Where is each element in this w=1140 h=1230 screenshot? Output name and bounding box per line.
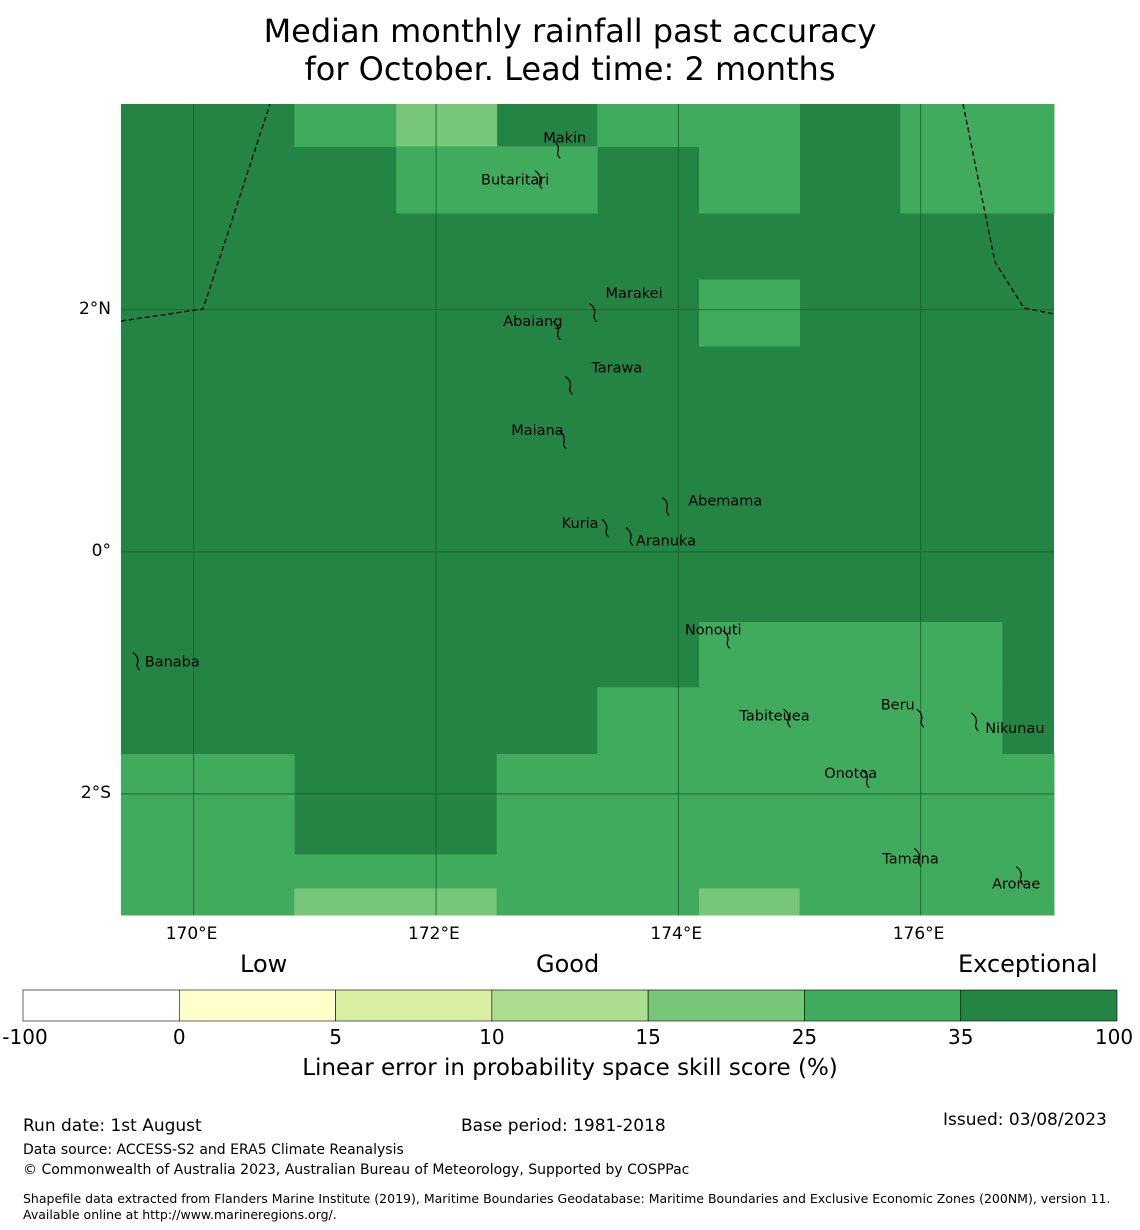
island-outline [601, 518, 610, 538]
island-label: Beru [881, 697, 915, 713]
run-date: Run date: 1st August [23, 1116, 202, 1136]
island-label: Nonouti [685, 623, 742, 639]
island-label: Makin [543, 130, 586, 146]
eez-boundary-west [120, 103, 271, 322]
island-label: Abaiang [503, 314, 562, 330]
skill-cell [698, 622, 1003, 688]
island-outline [534, 170, 543, 190]
colorbar-label: Linear error in probability space skill … [302, 1055, 838, 1081]
colorbar-segment [804, 989, 962, 1022]
colorbar-tick-label: 0 [172, 1025, 186, 1049]
longitude-tick-label: 176°E [892, 924, 945, 944]
colorbar-tick-label: 35 [947, 1025, 974, 1049]
island-label: Tarawa [590, 360, 642, 376]
island-outline [589, 303, 597, 323]
skill-cell [597, 104, 801, 147]
island-label: Maiana [511, 423, 563, 439]
skill-map: Makin Butaritari Marakei Abaiang Tarawa Maian… [120, 103, 1055, 916]
island-outline [970, 712, 979, 732]
island-outline [661, 496, 670, 516]
island-outline [916, 708, 925, 728]
skill-cell [294, 888, 498, 916]
copyright: © Commonwealth of Australia 2023, Austra… [23, 1162, 690, 1178]
colorbar-category-low: Low [240, 950, 288, 978]
island-label: Tamana [881, 851, 938, 867]
island-outline [564, 375, 573, 395]
island-label: Nikunau [985, 721, 1044, 737]
skill-cell [396, 146, 598, 214]
base-period: Base period: 1981-2018 [461, 1116, 666, 1136]
colorbar-segment [491, 989, 649, 1022]
colorbar-tick-label: 10 [479, 1025, 505, 1049]
longitude-tick-label: 172°E [408, 924, 460, 944]
skill-cell [396, 104, 498, 147]
longitude-tick-label: 170°E [165, 924, 218, 944]
island-outline [558, 430, 567, 450]
colorbar-segment [335, 989, 493, 1022]
island-outline [861, 769, 870, 789]
eez-boundary-east [962, 103, 1055, 315]
skill-cell [900, 104, 1055, 147]
skill-cell [900, 146, 1055, 214]
colorbar-category-exceptional: Exceptional [958, 950, 1098, 978]
skill-cell [121, 888, 295, 916]
colorbar-tick-label: 5 [329, 1025, 342, 1049]
latitude-tick-label: 2°S [80, 782, 111, 803]
island-outline [913, 847, 922, 867]
colorbar [22, 989, 1118, 1022]
skill-cell [597, 687, 1003, 755]
colorbar-segment [178, 989, 336, 1022]
skill-cell [294, 104, 397, 147]
skill-cell [121, 754, 295, 855]
colorbar-segment [22, 989, 180, 1022]
island-label: Tabiteuea [738, 708, 809, 724]
colorbar-tick-label: 100 [1094, 1025, 1134, 1049]
island-outline [132, 651, 141, 671]
island-label: Marakei [606, 286, 663, 302]
skill-cell [698, 146, 801, 214]
title-line-2: for October. Lead time: 2 months [304, 50, 836, 88]
title-line-1: Median monthly rainfall past accuracy [263, 12, 877, 50]
island-outline [1015, 866, 1024, 886]
island-label: Onotoa [824, 766, 877, 782]
data-source: Data source: ACCESS-S2 and ERA5 Climate … [23, 1142, 404, 1158]
issued-date: Issued: 03/08/2023 [943, 1110, 1107, 1130]
island-outline [783, 708, 791, 728]
island-label: Banaba [145, 654, 200, 670]
map-title: Median monthly rainfall past accuracy fo… [0, 12, 1140, 88]
colorbar-tick-label: -100 [2, 1025, 48, 1049]
island-label: Kuria [562, 516, 599, 532]
colorbar-tick-label: 15 [635, 1025, 661, 1049]
colorbar-segment [647, 989, 805, 1022]
latitude-tick-label: 0° [91, 540, 111, 561]
longitude-tick-label: 174°E [650, 924, 703, 944]
island-label: Aranuka [636, 534, 696, 550]
island-outline [552, 139, 561, 159]
island-label: Arorae [992, 877, 1040, 893]
island-outline [625, 527, 634, 547]
skill-cell [496, 754, 1055, 855]
island-label: Abemama [688, 493, 762, 509]
skill-cell [698, 888, 801, 916]
colorbar-segment [960, 989, 1118, 1022]
latitude-tick-label: 2°N [78, 298, 111, 319]
island-outline [722, 630, 731, 650]
colorbar-category-good: Good [536, 950, 600, 978]
skill-cell [799, 888, 1055, 916]
skill-cell [496, 888, 700, 916]
island-label: Butaritari [481, 173, 549, 189]
skill-cell [121, 854, 1055, 889]
shapefile-credit: Shapefile data extracted from Flanders M… [23, 1191, 1111, 1222]
skill-cell [698, 279, 801, 347]
island-outline [552, 321, 561, 341]
colorbar-tick-label: 25 [791, 1025, 818, 1049]
